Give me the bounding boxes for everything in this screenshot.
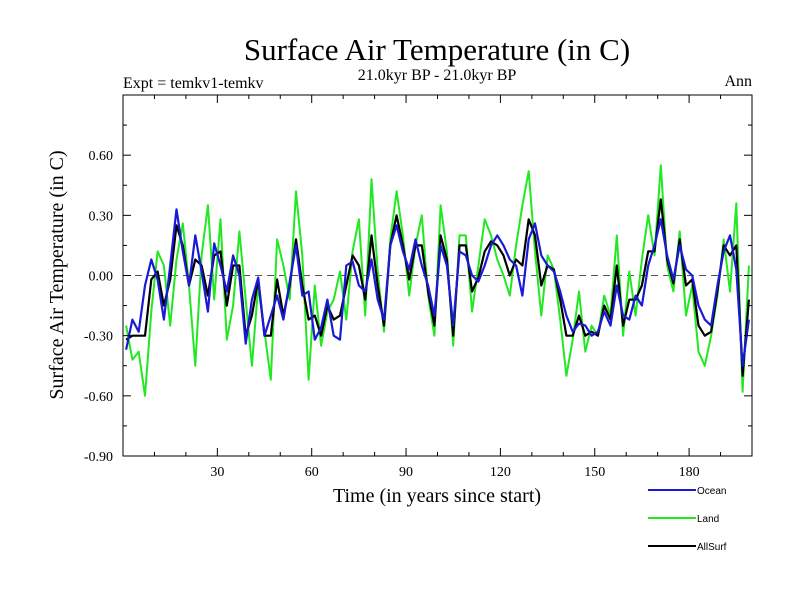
legend-label-land: Land xyxy=(697,514,719,525)
series-line-ocean xyxy=(125,208,750,367)
y-tick-label: 0.00 xyxy=(89,270,114,285)
experiment-label: Expt = temkv1-temkv xyxy=(123,75,264,92)
x-tick-label: 180 xyxy=(679,465,700,480)
x-tick-label: 30 xyxy=(210,465,224,480)
y-tick-label: 0.30 xyxy=(89,209,114,224)
y-tick-label: -0.60 xyxy=(84,390,113,405)
x-tick-label: 150 xyxy=(584,465,605,480)
chart-subtitle: 21.0kyr BP - 21.0kyr BP xyxy=(358,67,517,84)
x-tick-label: 60 xyxy=(305,465,319,480)
legend-label-allsurf: AllSurf xyxy=(697,542,727,553)
chart-title: Surface Air Temperature (in C) xyxy=(244,32,630,67)
period-label: Ann xyxy=(724,73,752,90)
x-axis-label: Time (in years since start) xyxy=(333,485,541,507)
y-tick-label: 0.60 xyxy=(89,149,114,164)
y-tick-label: -0.90 xyxy=(84,450,113,465)
y-axis-label: Surface Air Temperature (in C) xyxy=(46,150,68,399)
legend-label-ocean: Ocean xyxy=(697,486,726,497)
legend: Ocean Land AllSurf xyxy=(648,486,727,553)
x-tick-label: 90 xyxy=(399,465,413,480)
y-tick-label: -0.30 xyxy=(84,330,113,345)
x-tick-label: 120 xyxy=(490,465,511,480)
